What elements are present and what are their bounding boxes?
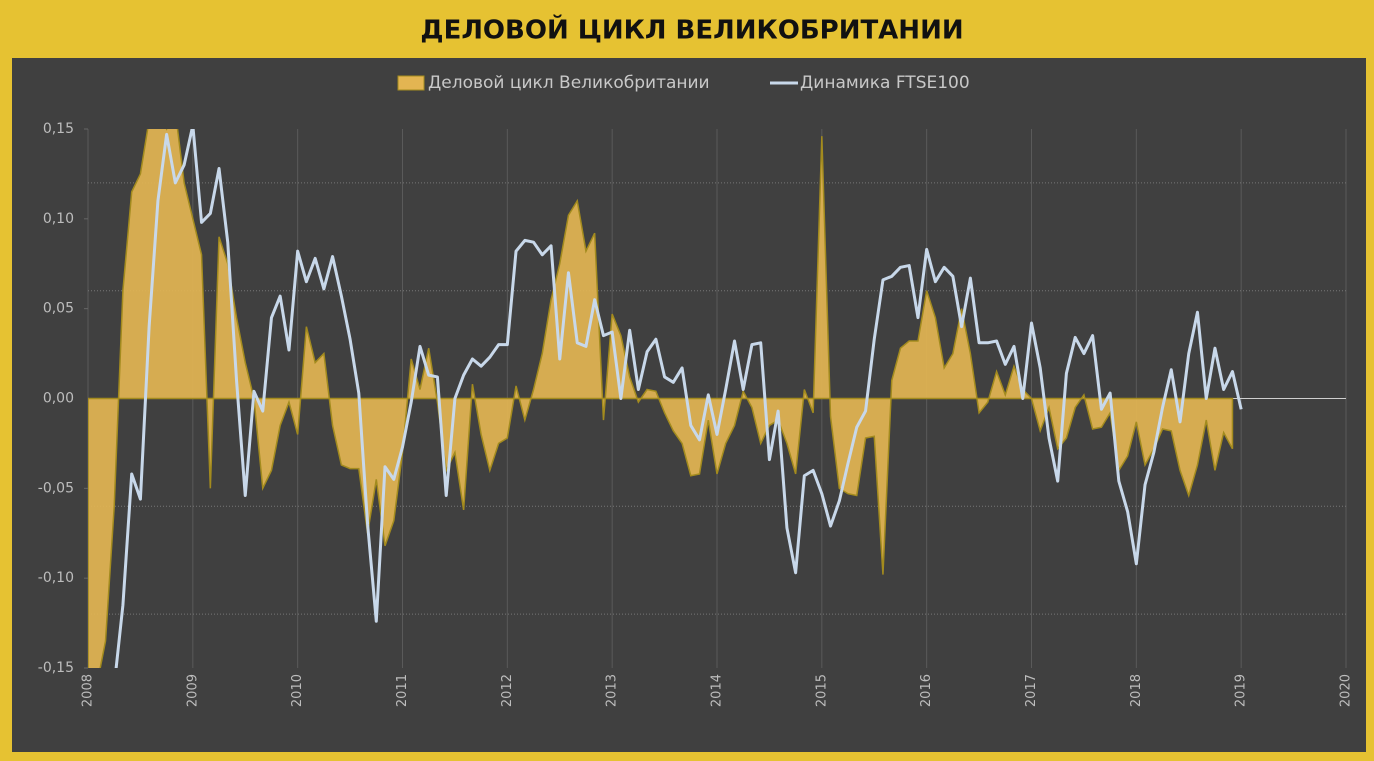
legend-label: Динамика FTSE100: [800, 73, 970, 93]
y-tick-label: -0,15: [38, 660, 74, 676]
area: [88, 129, 1234, 668]
plot-area: [88, 129, 1243, 668]
y-tick-label: 0,10: [43, 211, 74, 227]
x-tick-label: 2015: [814, 674, 829, 707]
x-tick-label: 2017: [1024, 674, 1039, 707]
x-tick-label: 2009: [185, 674, 200, 707]
y-tick-label: 0,00: [43, 391, 74, 407]
x-tick-label: 2012: [500, 674, 515, 707]
legend-swatch: [397, 75, 425, 91]
x-tick-label: 2013: [605, 674, 620, 707]
chart-title: ДЕЛОВОЙ ЦИКЛ ВЕЛИКОБРИТАНИИ: [420, 14, 963, 46]
y-tick-label: -0,10: [38, 570, 74, 586]
y-tick-label: 0,15: [43, 121, 74, 137]
x-tick-label: 2019: [1234, 674, 1249, 707]
x-tick-label: 2008: [81, 674, 96, 707]
y-tick-label: -0,05: [38, 480, 74, 496]
y-tick-label: 0,05: [43, 301, 74, 317]
line: [114, 129, 1243, 668]
x-tick-label: 2016: [919, 674, 934, 707]
x-tick-label: 2014: [710, 674, 725, 707]
x-tick-label: 2020: [1339, 674, 1354, 707]
x-tick-label: 2018: [1129, 674, 1144, 707]
legend-label: Деловой цикл Великобритании: [428, 73, 710, 93]
x-tick-label: 2010: [290, 674, 305, 707]
x-tick-label: 2011: [395, 674, 410, 707]
